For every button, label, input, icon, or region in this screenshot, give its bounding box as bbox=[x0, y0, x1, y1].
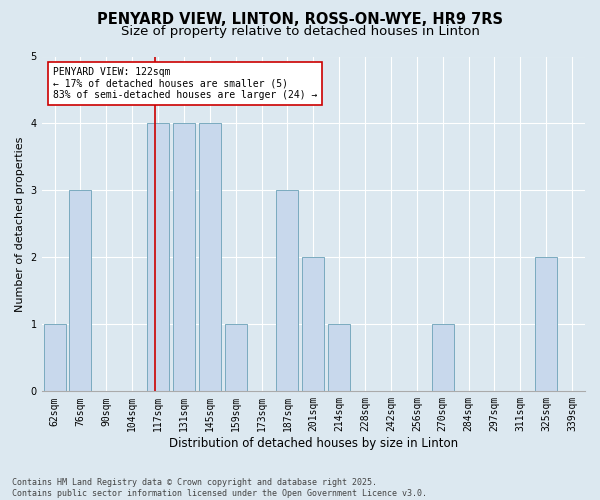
Text: PENYARD VIEW, LINTON, ROSS-ON-WYE, HR9 7RS: PENYARD VIEW, LINTON, ROSS-ON-WYE, HR9 7… bbox=[97, 12, 503, 28]
Bar bbox=[225, 324, 247, 392]
Y-axis label: Number of detached properties: Number of detached properties bbox=[15, 136, 25, 312]
Bar bbox=[173, 124, 195, 392]
Text: Contains HM Land Registry data © Crown copyright and database right 2025.
Contai: Contains HM Land Registry data © Crown c… bbox=[12, 478, 427, 498]
Bar bbox=[302, 258, 325, 392]
Bar bbox=[328, 324, 350, 392]
Bar bbox=[44, 324, 65, 392]
Bar bbox=[277, 190, 298, 392]
X-axis label: Distribution of detached houses by size in Linton: Distribution of detached houses by size … bbox=[169, 437, 458, 450]
Bar bbox=[70, 190, 91, 392]
Bar bbox=[199, 124, 221, 392]
Bar bbox=[535, 258, 557, 392]
Bar bbox=[432, 324, 454, 392]
Text: Size of property relative to detached houses in Linton: Size of property relative to detached ho… bbox=[121, 25, 479, 38]
Bar bbox=[147, 124, 169, 392]
Text: PENYARD VIEW: 122sqm
← 17% of detached houses are smaller (5)
83% of semi-detach: PENYARD VIEW: 122sqm ← 17% of detached h… bbox=[53, 66, 317, 100]
